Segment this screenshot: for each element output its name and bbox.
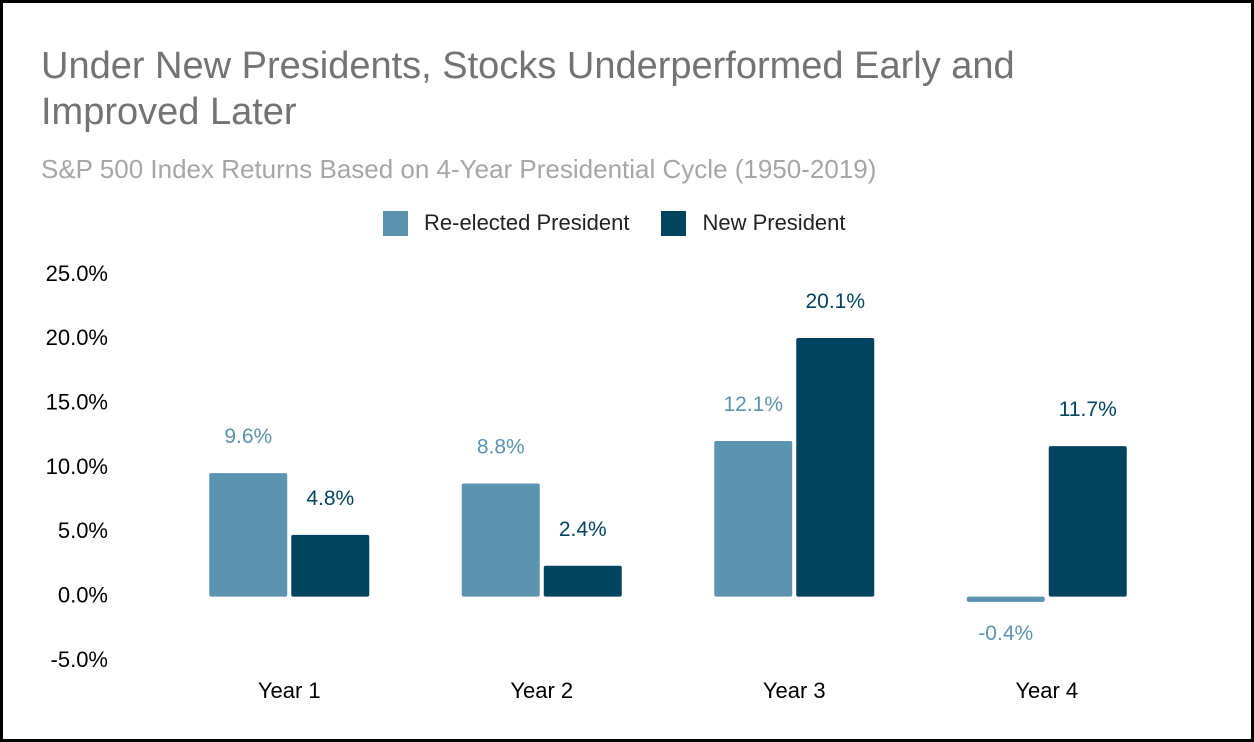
y-tick-label: 20.0% [46, 325, 108, 350]
legend-label-re-elected: Re-elected President [424, 210, 630, 235]
data-label: 12.1% [723, 393, 783, 416]
y-tick-label: 10.0% [46, 454, 108, 479]
chart-legend: Re-elected President New President [383, 210, 878, 236]
y-tick-label: -5.0% [51, 647, 108, 672]
chart-subtitle: S&P 500 Index Returns Based on 4-Year Pr… [41, 154, 877, 184]
bar-re-elected-year-3 [714, 440, 793, 597]
legend-swatch-new [661, 210, 687, 236]
legend-item-new: New President [661, 210, 846, 236]
bar-re-elected-year-2 [461, 483, 540, 597]
y-tick-label: 15.0% [46, 389, 108, 414]
x-category-label: Year 2 [510, 678, 573, 703]
x-category-label: Year 3 [763, 678, 826, 703]
data-label: 11.7% [1059, 398, 1117, 421]
legend-label-new: New President [702, 210, 846, 235]
x-category-label: Year 4 [1015, 678, 1078, 703]
bar-new-year-4 [1048, 446, 1127, 597]
data-label: 9.6% [224, 425, 272, 448]
data-label: 8.8% [477, 435, 525, 458]
legend-swatch-re-elected [383, 210, 408, 236]
y-tick-label: 0.0% [58, 582, 108, 607]
legend-item-re-elected: Re-elected President [383, 210, 629, 236]
y-tick-label: 25.0% [46, 261, 108, 286]
bar-re-elected-year-4 [966, 596, 1045, 602]
data-label: 20.1% [805, 290, 865, 313]
data-label: 4.8% [306, 487, 354, 510]
y-tick-label: 5.0% [58, 518, 108, 543]
bar-re-elected-year-1 [209, 473, 288, 597]
x-category-label: Year 1 [258, 678, 321, 703]
bar-new-year-1 [291, 534, 370, 597]
chart-title: Under New Presidents, Stocks Underperfor… [41, 45, 1015, 133]
data-label: 2.4% [559, 518, 607, 541]
bar-new-year-3 [796, 338, 875, 597]
bar-chart: 25.0% 20.0% 15.0% 10.0% 5.0% 0.0% -5.0% 9.6% 4.8… [46, 261, 1127, 703]
data-label: -0.4% [978, 622, 1033, 645]
bar-new-year-2 [543, 565, 622, 597]
